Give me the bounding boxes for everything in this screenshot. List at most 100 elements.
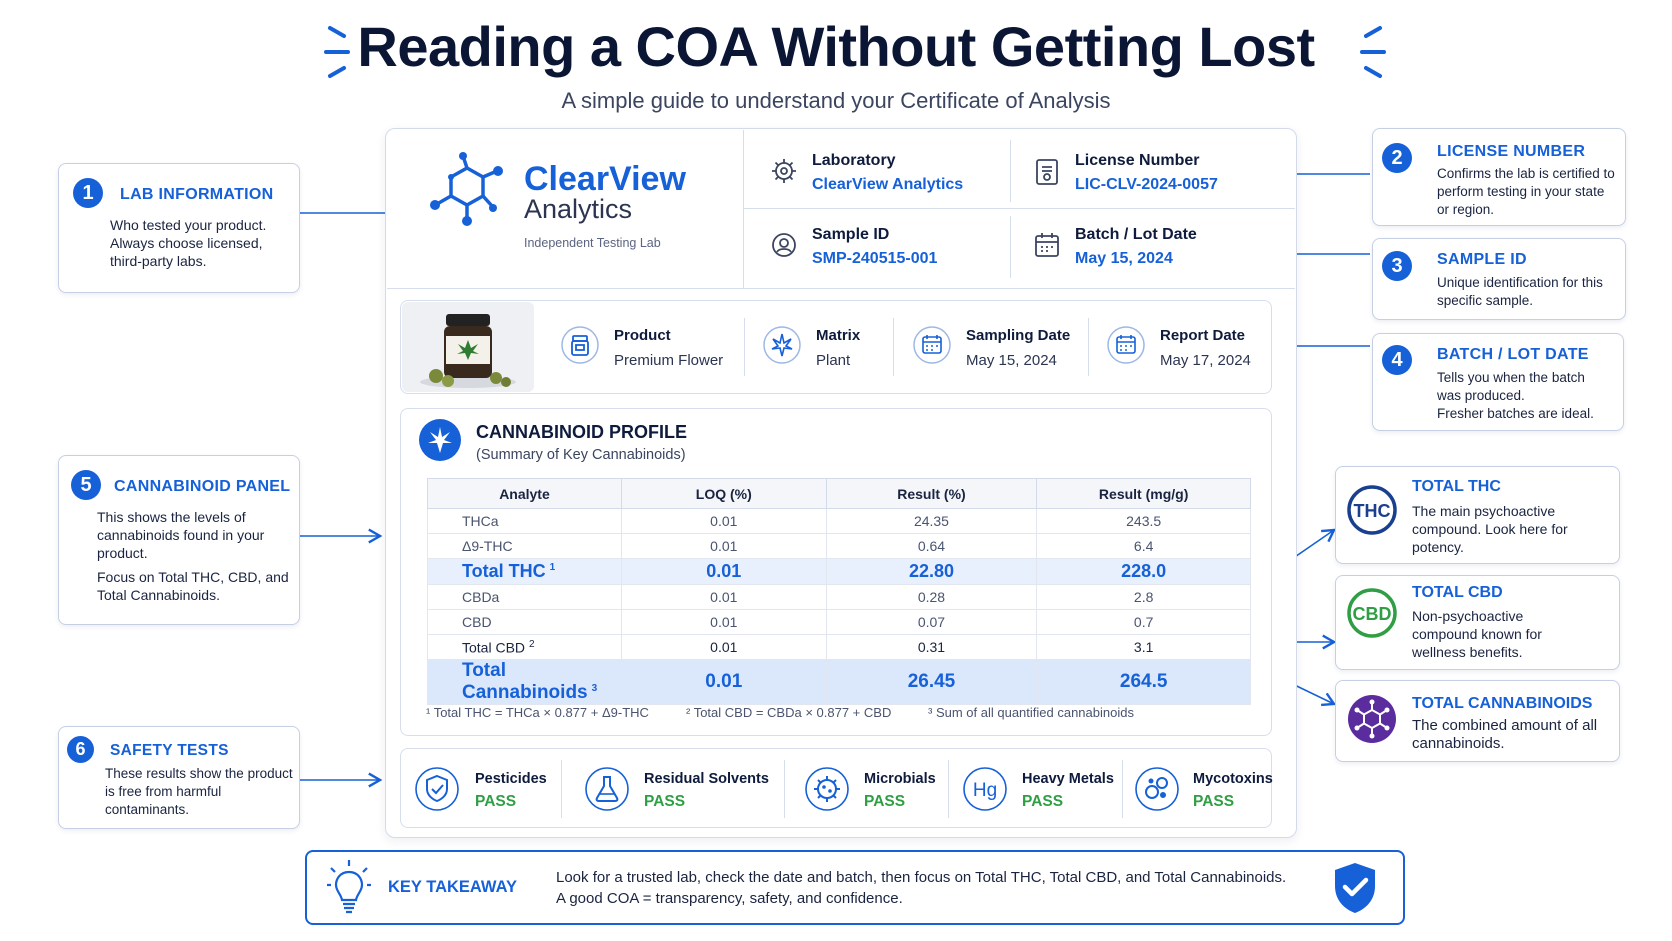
divider [387, 288, 1295, 289]
safety-result: PASS [1193, 793, 1235, 810]
cbd-badge-icon: CBD [1347, 588, 1397, 638]
cell-analyte: CBD [427, 609, 622, 635]
search-id-icon [772, 233, 796, 257]
cannabinoid-table: Analyte LOQ (%) Result (%) Result (mg/g)… [427, 478, 1251, 705]
molecule-badge-icon [1348, 695, 1396, 743]
cell-result-mg: 0.7 [1036, 609, 1251, 635]
cell-result-pct: 0.64 [825, 533, 1038, 559]
divider [893, 318, 894, 376]
cell-analyte: THCa [427, 508, 622, 534]
divider [1010, 140, 1011, 202]
title-deco-right-icon [1360, 26, 1386, 78]
safety-label: Microbials [864, 771, 936, 787]
info-label: Matrix [816, 327, 861, 344]
callout-text: Unique identification for this specific … [1437, 275, 1603, 308]
mycotoxin-icon [1135, 767, 1179, 811]
svg-text:CBD: CBD [1353, 604, 1392, 624]
column-header: Result (%) [825, 478, 1038, 509]
info-label: Sampling Date [966, 327, 1071, 344]
field-label: Sample ID [812, 226, 890, 243]
callout-text: Who tested your product. Always choose l… [110, 217, 267, 269]
card-title: TOTAL CANNABINOIDS [1412, 695, 1593, 712]
callout-title: LAB INFORMATION [120, 186, 274, 203]
info-value: May 15, 2024 [966, 352, 1057, 369]
card-text: Non-psychoactive compound known for well… [1412, 608, 1542, 660]
info-label: Report Date [1160, 327, 1246, 344]
calendar-icon [1035, 233, 1059, 257]
gear-flask-icon [772, 159, 796, 183]
callout-title: SAFETY TESTS [110, 742, 229, 759]
safety-result: PASS [864, 793, 906, 810]
cannabis-leaf-badge-icon [419, 419, 461, 461]
shield-check-icon [415, 767, 459, 811]
jar-icon [561, 326, 599, 364]
divider [1088, 318, 1089, 376]
certificate-icon [1036, 159, 1058, 185]
info-value: May 17, 2024 [1160, 352, 1251, 369]
divider [784, 760, 785, 818]
cell-loq: 0.01 [620, 609, 827, 635]
callout-number: 6 [67, 736, 94, 763]
safety-label: Heavy Metals [1022, 771, 1114, 787]
callout-number: 4 [1382, 345, 1412, 375]
footnote-marker: 3 [591, 682, 598, 694]
safety-label: Mycotoxins [1193, 771, 1273, 787]
svg-text:THC: THC [1354, 501, 1391, 521]
cell-loq: 0.01 [620, 659, 827, 705]
column-header: Result (mg/g) [1036, 478, 1251, 509]
footnote-marker: 1 [549, 562, 556, 573]
cell-result-mg: 6.4 [1036, 533, 1251, 559]
callout-number: 1 [73, 178, 103, 208]
card-title: TOTAL CBD [1412, 584, 1503, 601]
field-label: Laboratory [812, 152, 896, 169]
cell-loq: 0.01 [620, 584, 827, 610]
field-value: May 15, 2024 [1075, 250, 1173, 267]
divider [744, 318, 745, 376]
callout-title: LICENSE NUMBER [1437, 143, 1586, 160]
cell-analyte: Total Cannabinoids 3 [427, 659, 622, 705]
safety-result: PASS [1022, 793, 1064, 810]
takeaway-title: KEY TAKEAWAY [388, 878, 517, 896]
cell-result-mg: 2.8 [1036, 584, 1251, 610]
cell-loq: 0.01 [620, 533, 827, 559]
field-label: License Number [1075, 152, 1200, 169]
divider [948, 760, 949, 818]
cell-loq: 0.01 [620, 634, 827, 660]
takeaway-line-2: A good COA = transparency, safety, and c… [556, 890, 903, 907]
info-value: Plant [816, 352, 851, 369]
callout-text-secondary: Focus on Total THC, CBD, and Total Canna… [97, 569, 289, 603]
shield-check-icon [1335, 863, 1375, 913]
callout-text-secondary: Fresher batches are ideal. [1437, 406, 1594, 421]
divider [1010, 216, 1011, 278]
cell-result-mg: 243.5 [1036, 508, 1251, 534]
takeaway-line-1: Look for a trusted lab, check the date a… [556, 869, 1287, 886]
lab-brand-name: ClearView [524, 160, 686, 198]
callout-sample-id [1372, 238, 1626, 320]
hg-icon: Hg [963, 767, 1007, 811]
product-info-panel [400, 300, 1272, 394]
flask-icon [585, 767, 629, 811]
cell-result-pct: 24.35 [825, 508, 1038, 534]
info-label: Product [614, 327, 671, 344]
info-value: Premium Flower [614, 352, 724, 369]
divider [561, 760, 562, 818]
cell-analyte: Total THC 1 [427, 558, 622, 585]
callout-number: 5 [71, 470, 101, 500]
cell-result-pct: 0.28 [825, 584, 1038, 610]
lab-brand-sub: Analytics [524, 194, 633, 224]
cell-result-mg: 3.1 [1036, 634, 1251, 660]
divider [743, 130, 744, 288]
cannabinoid-profile-title: CANNABINOID PROFILE [476, 422, 687, 442]
card-text: The combined amount of all cannabinoids. [1412, 717, 1598, 752]
callout-text: Confirms the lab is certified to perform… [1437, 166, 1615, 217]
callout-license-number [1372, 128, 1626, 226]
title-deco-left-icon [324, 26, 350, 78]
callout-number: 2 [1382, 143, 1412, 173]
callout-text: Tells you when the batch was produced. [1437, 370, 1585, 403]
cell-loq: 0.01 [620, 508, 827, 534]
cell-result-mg: 264.5 [1036, 659, 1251, 705]
callout-text: These results show the product is free f… [105, 766, 293, 817]
callout-title: BATCH / LOT DATE [1437, 346, 1589, 363]
leaf-icon [763, 326, 801, 364]
molecule-logo-icon [430, 152, 503, 226]
